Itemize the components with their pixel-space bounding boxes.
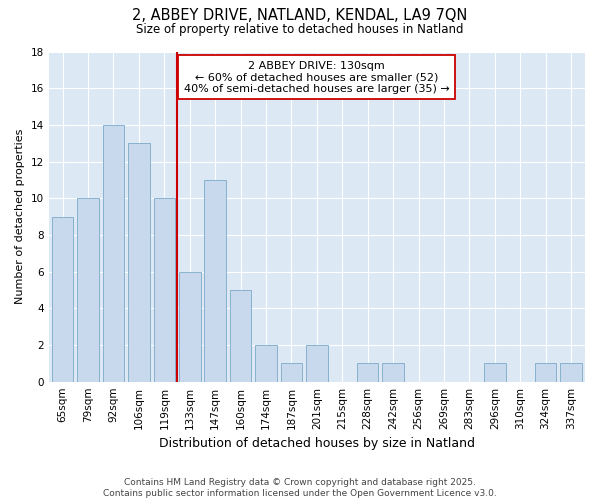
Bar bbox=[179, 272, 200, 382]
Y-axis label: Number of detached properties: Number of detached properties bbox=[15, 129, 25, 304]
Bar bbox=[154, 198, 175, 382]
Text: 2, ABBEY DRIVE, NATLAND, KENDAL, LA9 7QN: 2, ABBEY DRIVE, NATLAND, KENDAL, LA9 7QN bbox=[133, 8, 467, 22]
Bar bbox=[255, 345, 277, 382]
Bar bbox=[484, 364, 506, 382]
Bar bbox=[77, 198, 99, 382]
Text: 2 ABBEY DRIVE: 130sqm
← 60% of detached houses are smaller (52)
40% of semi-deta: 2 ABBEY DRIVE: 130sqm ← 60% of detached … bbox=[184, 60, 450, 94]
Bar bbox=[535, 364, 556, 382]
Bar bbox=[52, 216, 73, 382]
Text: Contains HM Land Registry data © Crown copyright and database right 2025.
Contai: Contains HM Land Registry data © Crown c… bbox=[103, 478, 497, 498]
Bar bbox=[103, 125, 124, 382]
Bar bbox=[230, 290, 251, 382]
Bar bbox=[281, 364, 302, 382]
Bar bbox=[205, 180, 226, 382]
Bar bbox=[128, 143, 150, 382]
Bar bbox=[382, 364, 404, 382]
Bar bbox=[357, 364, 379, 382]
Bar bbox=[306, 345, 328, 382]
Bar bbox=[560, 364, 582, 382]
X-axis label: Distribution of detached houses by size in Natland: Distribution of detached houses by size … bbox=[159, 437, 475, 450]
Text: Size of property relative to detached houses in Natland: Size of property relative to detached ho… bbox=[136, 22, 464, 36]
